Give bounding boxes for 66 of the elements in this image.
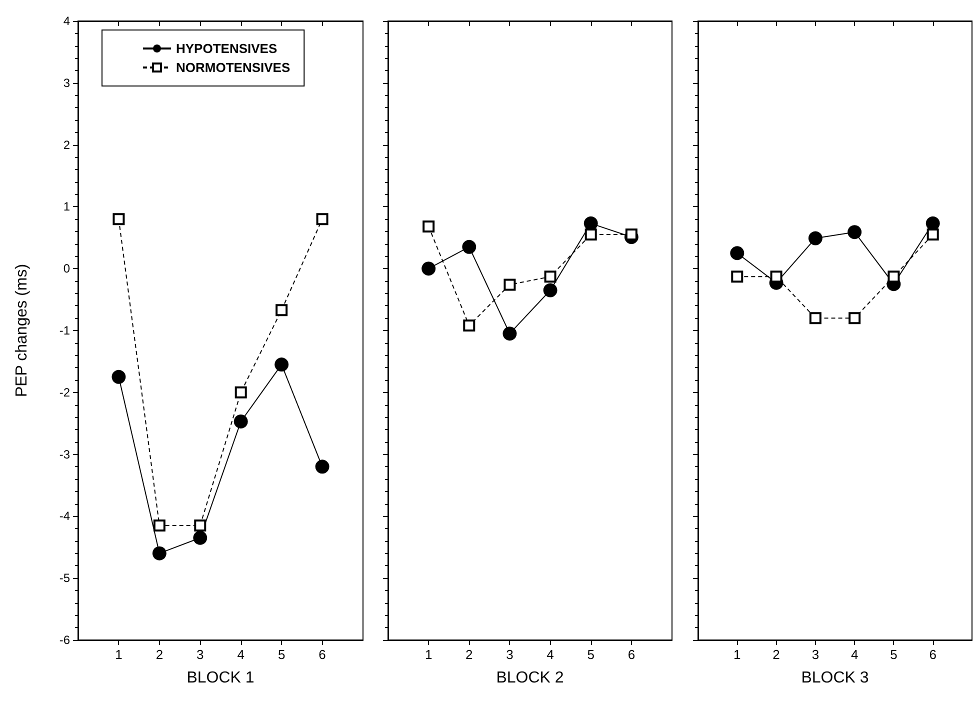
point [809, 312, 822, 324]
point [234, 414, 248, 428]
point [584, 228, 597, 241]
point [112, 213, 125, 226]
x-tick-label: 2 [466, 647, 473, 662]
point [316, 213, 328, 226]
y-tick-label: 1 [63, 200, 70, 214]
point [193, 530, 208, 545]
y-tick-label: -5 [59, 571, 70, 586]
x-tick-label: 3 [812, 647, 820, 662]
x-tick-label: 1 [115, 647, 122, 662]
point [808, 231, 822, 246]
y-tick-label: -6 [59, 633, 70, 647]
x-tick-label: 4 [850, 647, 858, 662]
x-axis-title: BLOCK 2 [496, 670, 564, 686]
point [848, 225, 862, 240]
point [543, 283, 558, 298]
x-tick-label: 5 [890, 647, 898, 662]
x-tick-label: 3 [506, 647, 514, 662]
y-tick-label: -4 [59, 509, 70, 524]
y-tick-label: 3 [63, 76, 70, 90]
point [315, 460, 330, 474]
point [731, 270, 744, 283]
point [274, 358, 289, 372]
x-axis-title: BLOCK 3 [801, 670, 869, 686]
y-tick-label: -2 [59, 385, 70, 400]
legend-label: HYPOTENSIVES [176, 41, 278, 56]
x-tick-label: 1 [734, 647, 741, 662]
x-tick-label: 2 [772, 647, 780, 662]
point [544, 270, 556, 283]
point [502, 326, 517, 341]
x-tick-label: 5 [587, 647, 594, 662]
point [153, 519, 166, 532]
point [584, 216, 598, 230]
y-tick-label: -3 [59, 447, 70, 462]
point [276, 304, 288, 316]
x-tick-label: 6 [929, 647, 936, 662]
point [625, 228, 638, 241]
point [422, 220, 435, 233]
point [926, 228, 939, 241]
point [234, 386, 247, 398]
point [848, 312, 861, 324]
point [730, 246, 744, 260]
point [462, 240, 476, 254]
legend-label: NORMOTENSIVES [176, 60, 290, 75]
y-tick-label: 4 [63, 14, 70, 28]
x-tick-label: 2 [156, 647, 164, 662]
x-tick-label: 4 [546, 647, 554, 662]
x-tick-label: 6 [318, 647, 326, 662]
point [152, 546, 166, 560]
x-tick-label: 3 [196, 647, 204, 662]
x-tick-label: 5 [278, 647, 286, 662]
y-tick-label: 2 [63, 138, 70, 152]
point [463, 320, 476, 332]
point [194, 519, 206, 532]
x-tick-label: 1 [424, 647, 432, 662]
point [112, 370, 126, 384]
x-tick-label: 6 [628, 647, 636, 662]
y-tick-label: 0 [63, 262, 70, 276]
point [504, 278, 516, 291]
x-axis-title: BLOCK 1 [186, 670, 254, 686]
point [926, 216, 940, 230]
y-tick-label: -1 [59, 324, 70, 338]
y-axis-title: PEP changes (ms) [14, 264, 30, 398]
x-tick-label: 4 [237, 647, 244, 662]
point [422, 262, 436, 276]
